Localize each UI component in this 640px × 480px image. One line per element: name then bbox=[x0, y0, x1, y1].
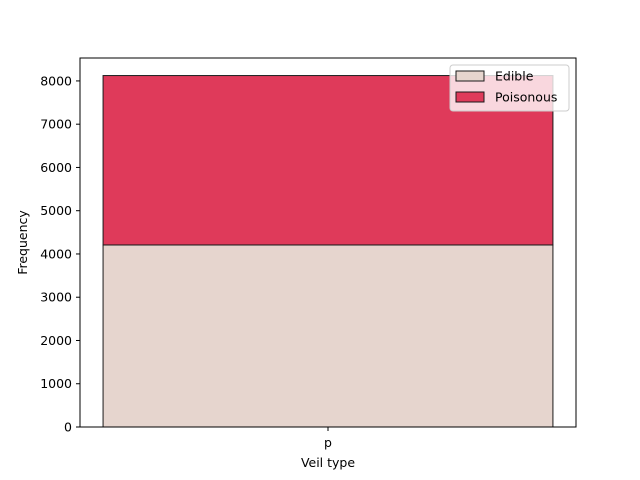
y-tick-label: 7000 bbox=[40, 117, 72, 132]
legend-swatch-poisonous bbox=[455, 91, 485, 103]
x-axis: p bbox=[324, 427, 332, 450]
y-tick-label: 2000 bbox=[40, 333, 72, 348]
x-axis-label: Veil type bbox=[301, 455, 355, 470]
legend-label-poisonous: Poisonous bbox=[495, 90, 557, 105]
legend-swatch-edible bbox=[455, 70, 485, 82]
y-tick-label: 8000 bbox=[40, 73, 72, 88]
bars-group bbox=[102, 75, 554, 428]
y-tick-label: 1000 bbox=[40, 376, 72, 391]
y-tick-label: 3000 bbox=[40, 290, 72, 305]
y-tick-label: 0 bbox=[64, 420, 72, 435]
x-tick-label: p bbox=[324, 435, 332, 450]
y-tick-label: 5000 bbox=[40, 203, 72, 218]
y-axis: 0 1000 2000 3000 4000 5000 6000 7000 8000 bbox=[40, 73, 80, 435]
legend: Edible Poisonous bbox=[449, 64, 570, 112]
y-axis-label: Frequency bbox=[15, 210, 30, 275]
legend-label-edible: Edible bbox=[495, 69, 534, 84]
y-tick-label: 4000 bbox=[40, 246, 72, 261]
bar-edible bbox=[102, 244, 554, 428]
y-tick-label: 6000 bbox=[40, 160, 72, 175]
